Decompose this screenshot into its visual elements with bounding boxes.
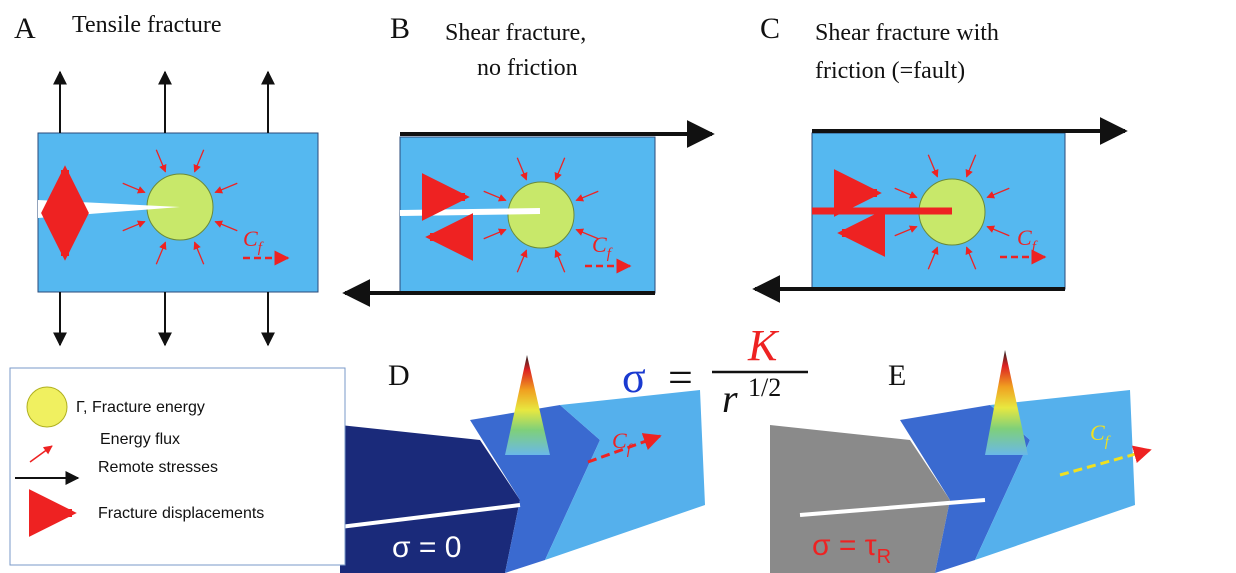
equation-exponent: 1/2 <box>748 373 781 402</box>
panel-letter: B <box>390 12 410 45</box>
legend-symbol <box>27 387 67 427</box>
crack <box>400 211 540 213</box>
velocity-symbol: C <box>612 428 627 453</box>
figure: A Tensile fracture B Shear fracture, no … <box>0 0 1236 573</box>
equation-lhs: σ <box>622 353 646 402</box>
surface-label-subscript: R <box>877 546 891 568</box>
stress-peak <box>505 355 550 455</box>
legend-label: Energy flux <box>100 431 180 448</box>
panel-letter: E <box>888 359 906 392</box>
legend-label: Remote stresses <box>98 459 218 476</box>
legend-label: Γ, Fracture energy <box>76 399 205 416</box>
surface-label-text: σ = τ <box>812 529 877 562</box>
velocity-symbol: C <box>1017 225 1032 250</box>
fracture-zone <box>508 182 574 248</box>
velocity-symbol: C <box>1090 420 1105 445</box>
panel-title: no friction <box>477 55 578 81</box>
panel-title: Shear fracture with <box>815 20 999 46</box>
velocity-symbol: C <box>243 226 258 251</box>
panel-title: friction (=fault) <box>815 58 965 84</box>
velocity-symbol: C <box>592 232 607 257</box>
panel-letter: A <box>14 12 36 45</box>
equation-numerator: K <box>747 321 780 370</box>
surface-label: σ = 0 <box>392 531 461 564</box>
equation-denominator: r <box>722 376 738 421</box>
panel-title: Tensile fracture <box>72 12 222 38</box>
equation-equals: = <box>668 353 693 402</box>
panel-letter: D <box>388 359 410 392</box>
panel-letter: C <box>760 12 780 45</box>
panel-title: Shear fracture, <box>445 20 586 46</box>
legend-label: Fracture displacements <box>98 505 264 522</box>
